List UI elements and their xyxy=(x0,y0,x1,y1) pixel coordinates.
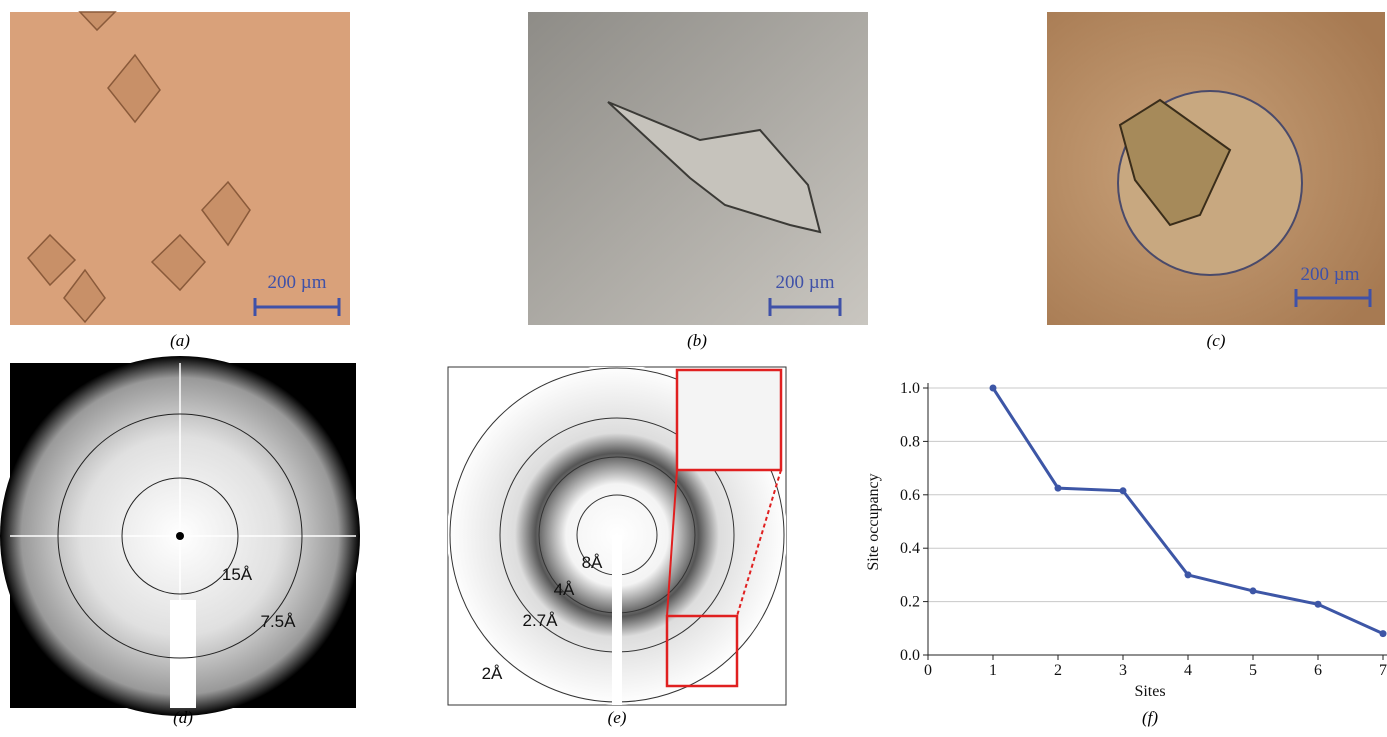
diffraction-e: 8Å 4Å 2.7Å 2Å xyxy=(447,365,787,705)
y-tick-label: 1.0 xyxy=(900,380,920,397)
data-point xyxy=(1185,571,1192,578)
photo-a: 200 µm xyxy=(10,12,350,325)
x-tick-label: 4 xyxy=(1184,662,1192,679)
x-tick-label: 2 xyxy=(1054,662,1062,679)
ring-label: 2Å xyxy=(482,664,503,683)
data-line xyxy=(993,388,1383,634)
ring-label: 8Å xyxy=(582,553,603,572)
ring-label: 4Å xyxy=(554,580,575,599)
y-tick-label: 0.0 xyxy=(900,647,920,664)
data-point xyxy=(1055,485,1062,492)
y-tick-label: 0.8 xyxy=(900,433,920,450)
ring-label: 15Å xyxy=(222,565,253,584)
line-chart: Sites Site occupancy 0.0 0.2 0.4 0.6 0.8 1.0 0… xyxy=(865,380,1387,700)
photo-b: 200 µm xyxy=(528,12,868,325)
scale-bar-label: 200 µm xyxy=(776,272,835,293)
y-tick-label: 0.2 xyxy=(900,594,920,611)
y-tick-label: 0.4 xyxy=(900,540,920,557)
ring-label: 2.7Å xyxy=(523,611,559,630)
panel-label: (b) xyxy=(687,331,707,350)
ring-label: 7.5Å xyxy=(261,612,297,631)
panel-label: (f) xyxy=(1142,708,1158,727)
data-point xyxy=(1315,601,1322,608)
data-point xyxy=(990,385,997,392)
data-point xyxy=(1120,487,1127,494)
x-tick-label: 5 xyxy=(1249,662,1257,679)
x-tick-label: 1 xyxy=(989,662,997,679)
y-tick-label: 0.6 xyxy=(900,487,920,504)
panel-label: (a) xyxy=(170,331,190,350)
y-axis-label: Site occupancy xyxy=(865,473,882,570)
data-point xyxy=(1380,630,1387,637)
x-tick-label: 7 xyxy=(1379,662,1387,679)
diffraction-d: 15Å 7.5Å xyxy=(0,356,360,716)
scale-bar-label: 200 µm xyxy=(1301,264,1360,285)
x-tick-label: 3 xyxy=(1119,662,1127,679)
data-point xyxy=(1250,587,1257,594)
figure: 200 µm (a) 200 µm (b) 200 µm (c) 15Å 7.5… xyxy=(0,0,1387,737)
x-tick-label: 0 xyxy=(924,662,932,679)
panel-label: (e) xyxy=(608,708,627,727)
scale-bar-label: 200 µm xyxy=(268,272,327,293)
panel-label: (c) xyxy=(1207,331,1226,350)
x-axis-label: Sites xyxy=(1134,683,1165,700)
photo-c: 200 µm xyxy=(1047,12,1385,325)
x-tick-label: 6 xyxy=(1314,662,1322,679)
panel-label: (d) xyxy=(173,708,193,727)
